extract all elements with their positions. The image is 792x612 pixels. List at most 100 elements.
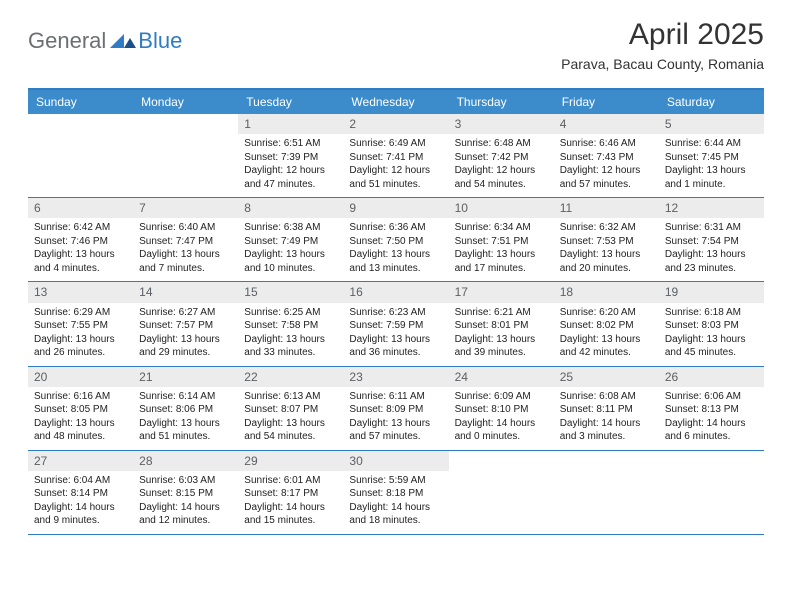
day-body: Sunrise: 6:36 AMSunset: 7:50 PMDaylight:…	[343, 218, 448, 281]
sunrise-text: Sunrise: 6:25 AM	[244, 306, 337, 320]
daylight-text: Daylight: 13 hours and 45 minutes.	[665, 333, 758, 360]
day-cell: 8Sunrise: 6:38 AMSunset: 7:49 PMDaylight…	[238, 198, 343, 281]
day-number: 13	[28, 282, 133, 302]
page-title: April 2025	[561, 18, 764, 52]
day-cell: 24Sunrise: 6:09 AMSunset: 8:10 PMDayligh…	[449, 367, 554, 450]
day-body: Sunrise: 6:40 AMSunset: 7:47 PMDaylight:…	[133, 218, 238, 281]
day-number: 22	[238, 367, 343, 387]
sunset-text: Sunset: 7:55 PM	[34, 319, 127, 333]
daylight-text: Daylight: 13 hours and 1 minute.	[665, 164, 758, 191]
day-body: Sunrise: 6:46 AMSunset: 7:43 PMDaylight:…	[554, 134, 659, 197]
day-number: 29	[238, 451, 343, 471]
day-header-cell: Saturday	[659, 90, 764, 114]
day-body: Sunrise: 6:27 AMSunset: 7:57 PMDaylight:…	[133, 303, 238, 366]
sunrise-text: Sunrise: 6:46 AM	[560, 137, 653, 151]
day-body: Sunrise: 6:08 AMSunset: 8:11 PMDaylight:…	[554, 387, 659, 450]
daylight-text: Daylight: 14 hours and 12 minutes.	[139, 501, 232, 528]
sunset-text: Sunset: 8:01 PM	[455, 319, 548, 333]
day-body: Sunrise: 6:38 AMSunset: 7:49 PMDaylight:…	[238, 218, 343, 281]
sunrise-text: Sunrise: 6:03 AM	[139, 474, 232, 488]
sunset-text: Sunset: 8:17 PM	[244, 487, 337, 501]
logo: General Blue	[28, 18, 182, 54]
sunrise-text: Sunrise: 6:42 AM	[34, 221, 127, 235]
day-body	[133, 118, 238, 127]
day-number: 19	[659, 282, 764, 302]
day-cell: 30Sunrise: 5:59 AMSunset: 8:18 PMDayligh…	[343, 451, 448, 534]
day-cell: 2Sunrise: 6:49 AMSunset: 7:41 PMDaylight…	[343, 114, 448, 197]
day-cell: 1 Sunrise: 6:51 AMSunset: 7:39 PMDaylight…	[238, 114, 343, 197]
day-number: 15	[238, 282, 343, 302]
day-body	[28, 118, 133, 127]
day-cell: 25Sunrise: 6:08 AMSunset: 8:11 PMDayligh…	[554, 367, 659, 450]
daylight-text: Daylight: 13 hours and 23 minutes.	[665, 248, 758, 275]
daylight-text: Daylight: 14 hours and 9 minutes.	[34, 501, 127, 528]
sunrise-text: Sunrise: 6:51 AM	[244, 137, 337, 151]
day-header-cell: Friday	[554, 90, 659, 114]
day-cell: 11Sunrise: 6:32 AMSunset: 7:53 PMDayligh…	[554, 198, 659, 281]
sunrise-text: Sunrise: 6:49 AM	[349, 137, 442, 151]
day-number: 1	[238, 114, 343, 134]
daylight-text: Daylight: 13 hours and 20 minutes.	[560, 248, 653, 275]
daylight-text: Daylight: 12 hours and 47 minutes.	[244, 164, 337, 191]
day-number: 6	[28, 198, 133, 218]
sunrise-text: Sunrise: 6:01 AM	[244, 474, 337, 488]
daylight-text: Daylight: 13 hours and 39 minutes.	[455, 333, 548, 360]
day-number: 16	[343, 282, 448, 302]
day-header-row: Sunday Monday Tuesday Wednesday Thursday…	[28, 90, 764, 114]
sunset-text: Sunset: 7:39 PM	[244, 151, 337, 165]
daylight-text: Daylight: 13 hours and 36 minutes.	[349, 333, 442, 360]
day-cell	[554, 451, 659, 534]
day-cell	[659, 451, 764, 534]
sunset-text: Sunset: 7:59 PM	[349, 319, 442, 333]
sunrise-text: Sunrise: 6:21 AM	[455, 306, 548, 320]
sunrise-text: Sunrise: 6:31 AM	[665, 221, 758, 235]
sunrise-text: Sunrise: 6:11 AM	[349, 390, 442, 404]
day-header-cell: Tuesday	[238, 90, 343, 114]
day-number: 10	[449, 198, 554, 218]
sunset-text: Sunset: 7:47 PM	[139, 235, 232, 249]
day-body: Sunrise: 6:16 AMSunset: 8:05 PMDaylight:…	[28, 387, 133, 450]
day-cell	[28, 114, 133, 197]
daylight-text: Daylight: 13 hours and 57 minutes.	[349, 417, 442, 444]
sunset-text: Sunset: 8:13 PM	[665, 403, 758, 417]
day-body: Sunrise: 6:03 AMSunset: 8:15 PMDaylight:…	[133, 471, 238, 534]
day-header-cell: Wednesday	[343, 90, 448, 114]
sunrise-text: Sunrise: 6:38 AM	[244, 221, 337, 235]
day-cell: 22Sunrise: 6:13 AMSunset: 8:07 PMDayligh…	[238, 367, 343, 450]
day-cell: 29Sunrise: 6:01 AMSunset: 8:17 PMDayligh…	[238, 451, 343, 534]
sunset-text: Sunset: 7:49 PM	[244, 235, 337, 249]
day-header-cell: Thursday	[449, 90, 554, 114]
week-row: 1Sunrise: 6:51 AMSunset: 7:39 PMDaylight…	[28, 114, 764, 198]
day-cell: 9Sunrise: 6:36 AMSunset: 7:50 PMDaylight…	[343, 198, 448, 281]
sunset-text: Sunset: 8:14 PM	[34, 487, 127, 501]
day-cell: 6Sunrise: 6:42 AMSunset: 7:46 PMDaylight…	[28, 198, 133, 281]
sunset-text: Sunset: 7:54 PM	[665, 235, 758, 249]
day-body: Sunrise: 6:34 AMSunset: 7:51 PMDaylight:…	[449, 218, 554, 281]
week-row: 27Sunrise: 6:04 AMSunset: 8:14 PMDayligh…	[28, 451, 764, 535]
sunrise-text: Sunrise: 6:06 AM	[665, 390, 758, 404]
sunrise-text: Sunrise: 6:23 AM	[349, 306, 442, 320]
day-cell: 12Sunrise: 6:31 AMSunset: 7:54 PMDayligh…	[659, 198, 764, 281]
day-number: 3	[449, 114, 554, 134]
daylight-text: Daylight: 14 hours and 6 minutes.	[665, 417, 758, 444]
sunset-text: Sunset: 8:07 PM	[244, 403, 337, 417]
day-number: 24	[449, 367, 554, 387]
day-number: 9	[343, 198, 448, 218]
day-number: 23	[343, 367, 448, 387]
sunrise-text: Sunrise: 6:29 AM	[34, 306, 127, 320]
sunrise-text: Sunrise: 6:32 AM	[560, 221, 653, 235]
sunset-text: Sunset: 7:42 PM	[455, 151, 548, 165]
day-body: Sunrise: 5:59 AMSunset: 8:18 PMDaylight:…	[343, 471, 448, 534]
sunset-text: Sunset: 7:57 PM	[139, 319, 232, 333]
title-block: April 2025 Parava, Bacau County, Romania	[561, 18, 764, 72]
daylight-text: Daylight: 13 hours and 51 minutes.	[139, 417, 232, 444]
daylight-text: Daylight: 12 hours and 51 minutes.	[349, 164, 442, 191]
day-number: 17	[449, 282, 554, 302]
sunrise-text: Sunrise: 6:36 AM	[349, 221, 442, 235]
day-number: 7	[133, 198, 238, 218]
day-body: Sunrise: 6:31 AMSunset: 7:54 PMDaylight:…	[659, 218, 764, 281]
day-body: Sunrise: 6:23 AMSunset: 7:59 PMDaylight:…	[343, 303, 448, 366]
location-subtitle: Parava, Bacau County, Romania	[561, 56, 764, 72]
day-body	[449, 455, 554, 464]
daylight-text: Daylight: 14 hours and 0 minutes.	[455, 417, 548, 444]
